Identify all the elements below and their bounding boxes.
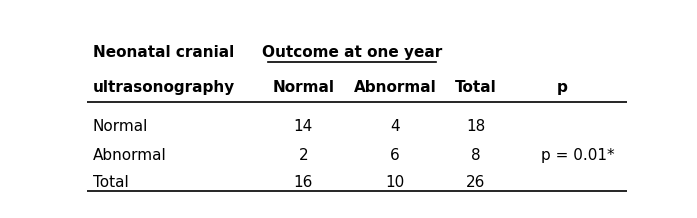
Text: 8: 8 [471,148,481,163]
Text: 18: 18 [466,119,486,134]
Text: Total: Total [455,80,497,95]
Text: 4: 4 [390,119,400,134]
Text: Neonatal cranial: Neonatal cranial [93,45,233,60]
Text: 14: 14 [293,119,313,134]
Text: 26: 26 [466,175,486,190]
Text: Total: Total [93,175,128,190]
Text: p = 0.01*: p = 0.01* [541,148,615,163]
Text: 16: 16 [293,175,313,190]
Text: p: p [557,80,568,95]
Text: Normal: Normal [273,80,334,95]
Text: 10: 10 [385,175,405,190]
Text: Outcome at one year: Outcome at one year [261,45,442,60]
Text: Normal: Normal [93,119,148,134]
Text: ultrasonography: ultrasonography [93,80,235,95]
Text: Abnormal: Abnormal [93,148,167,163]
Text: 2: 2 [298,148,308,163]
Text: Abnormal: Abnormal [353,80,436,95]
Text: 6: 6 [390,148,400,163]
